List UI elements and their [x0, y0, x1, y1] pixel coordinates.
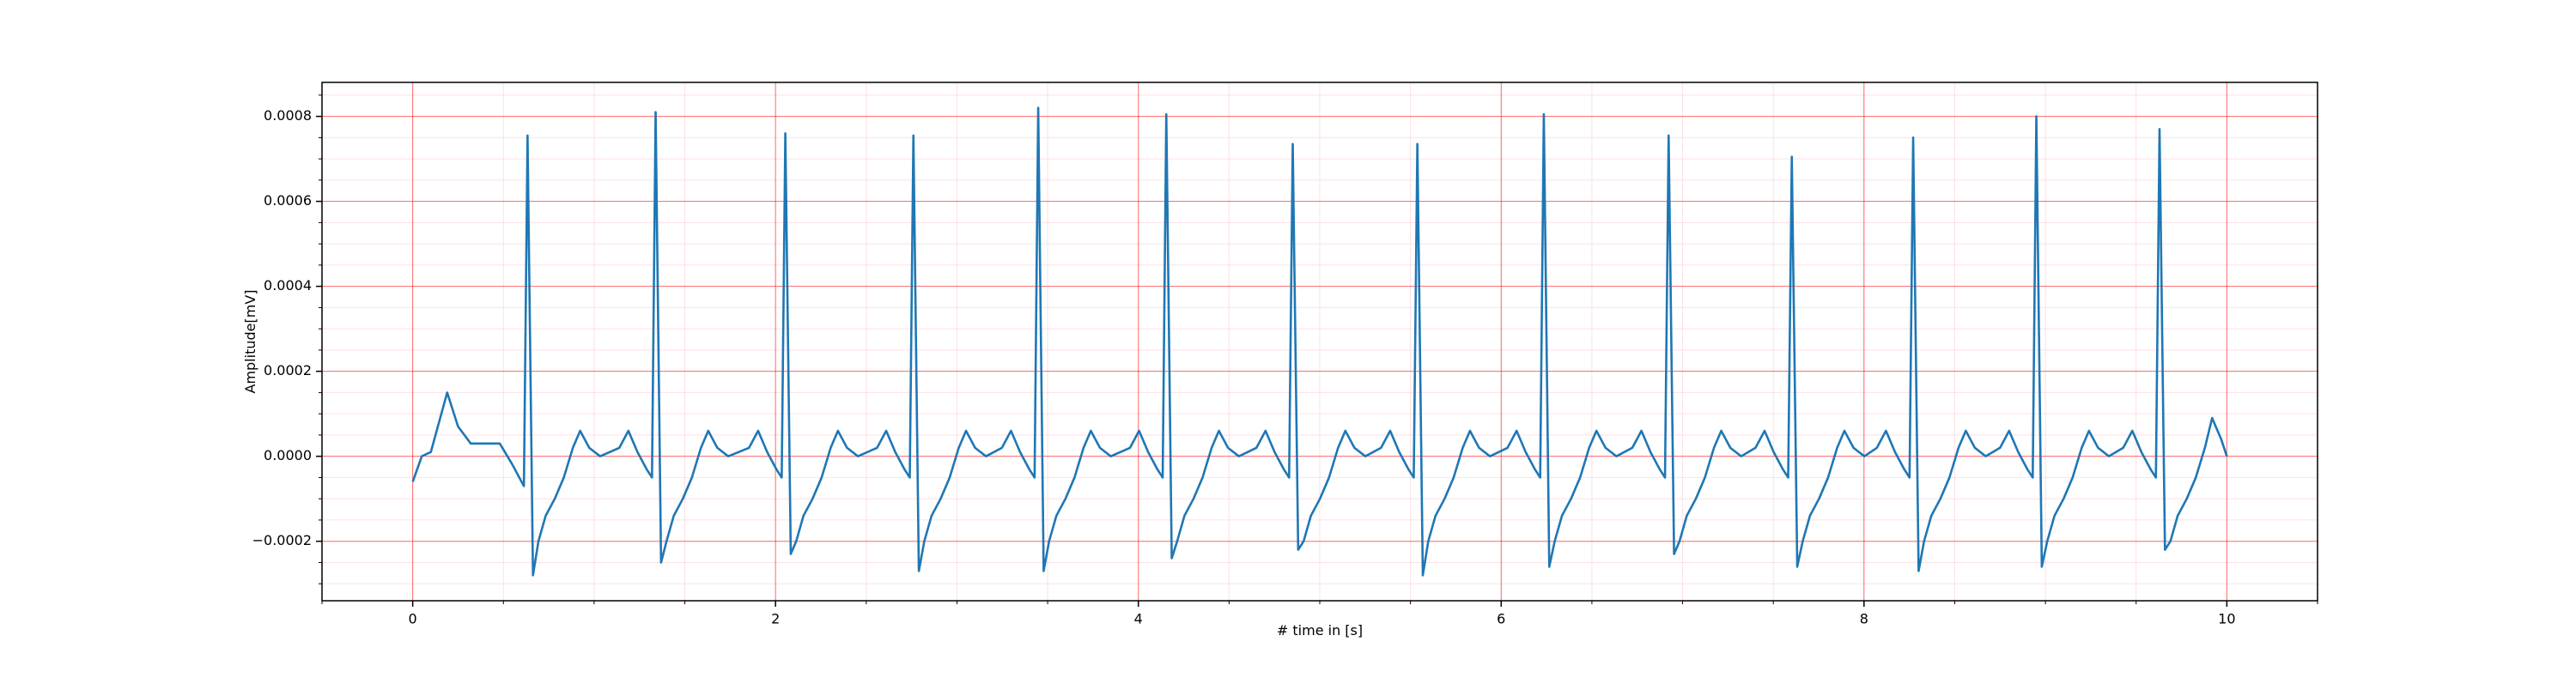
x-tick-label: 2 [771, 611, 780, 627]
y-tick-label: 0.0006 [264, 192, 312, 209]
x-tick-label: 0 [409, 611, 417, 627]
y-tick-label: 0.0004 [264, 277, 312, 294]
x-tick-label: 10 [2218, 611, 2235, 627]
x-tick-label: 8 [1860, 611, 1868, 627]
signal-line [411, 106, 2228, 577]
y-tick-label: 0.0000 [264, 447, 312, 463]
x-tick-label: 4 [1134, 611, 1143, 627]
y-axis-label: Amplitude[mV] [242, 289, 258, 393]
y-tick-label: 0.0002 [264, 362, 312, 378]
plot-frame [321, 82, 2318, 602]
x-axis-label: # time in [s] [1277, 622, 1363, 639]
x-tick-label: 6 [1497, 611, 1505, 627]
y-tick-label: −0.0002 [252, 532, 312, 548]
y-tick-label: 0.0008 [264, 107, 312, 124]
